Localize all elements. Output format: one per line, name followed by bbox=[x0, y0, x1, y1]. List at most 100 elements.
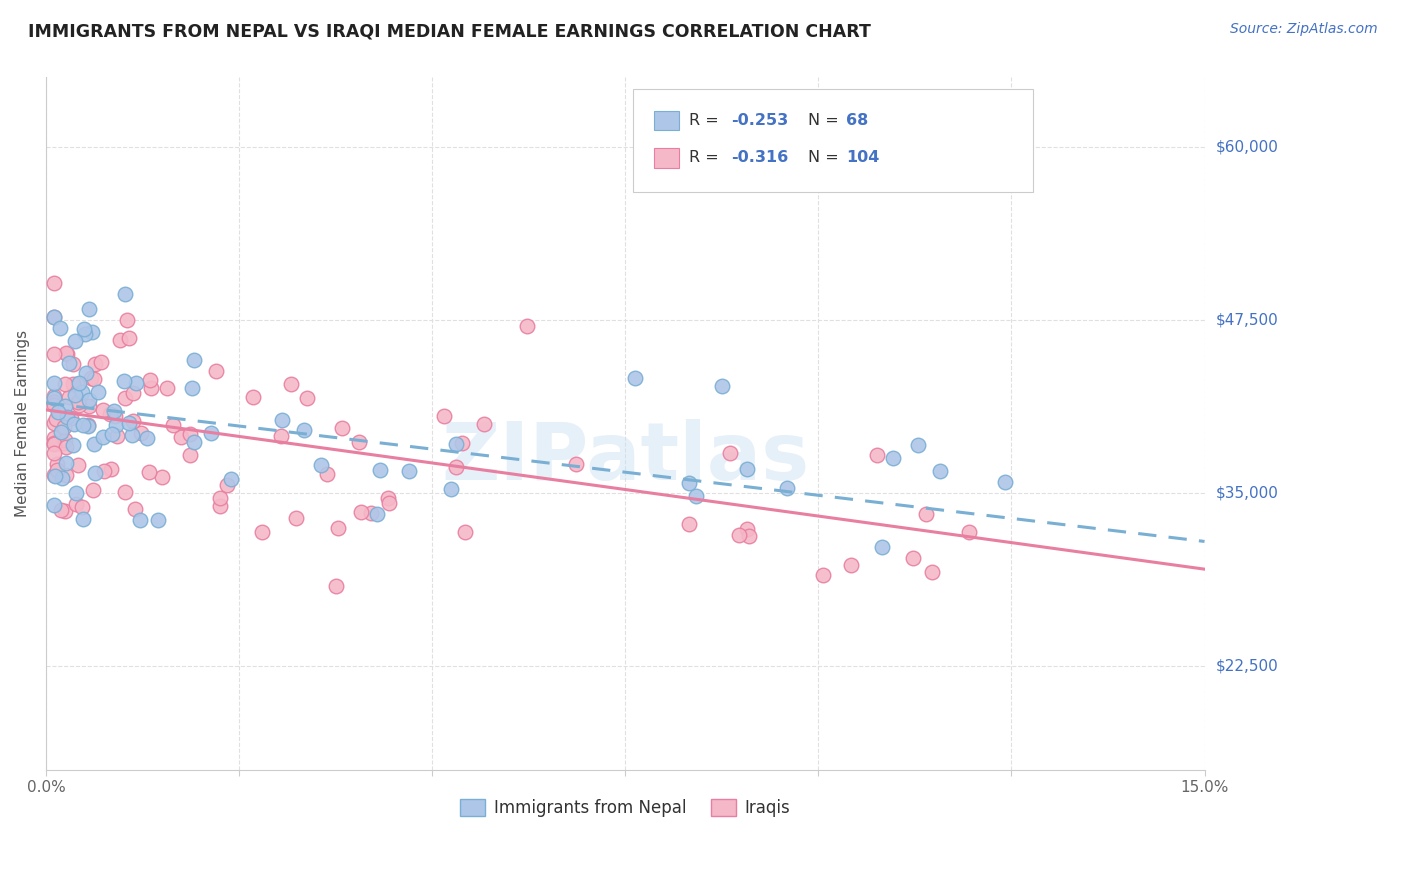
Point bbox=[242, 390, 264, 404]
Point bbox=[80, 325, 103, 339]
Text: Source: ZipAtlas.com: Source: ZipAtlas.com bbox=[1230, 22, 1378, 37]
Point bbox=[360, 506, 382, 520]
Point bbox=[285, 510, 308, 524]
Point bbox=[114, 374, 136, 388]
Point bbox=[139, 373, 162, 387]
Point bbox=[624, 371, 647, 385]
Point bbox=[368, 462, 391, 476]
Text: $22,500: $22,500 bbox=[1216, 658, 1278, 673]
Point bbox=[326, 521, 349, 535]
Point bbox=[53, 504, 76, 518]
Point bbox=[58, 390, 80, 404]
Text: 68: 68 bbox=[846, 113, 869, 128]
Point bbox=[433, 409, 456, 424]
Point bbox=[685, 489, 707, 503]
Point bbox=[678, 476, 700, 491]
Point bbox=[42, 446, 65, 460]
Point bbox=[67, 376, 90, 390]
Point bbox=[42, 398, 65, 412]
Point bbox=[76, 419, 98, 434]
Text: 104: 104 bbox=[846, 151, 880, 165]
Point bbox=[42, 276, 65, 290]
Text: R =: R = bbox=[689, 151, 724, 165]
Point bbox=[118, 416, 141, 430]
Point bbox=[42, 310, 65, 324]
Point bbox=[252, 524, 274, 539]
Point bbox=[309, 458, 332, 472]
Point bbox=[914, 507, 936, 521]
Point bbox=[295, 392, 318, 406]
Point bbox=[350, 505, 373, 519]
Point bbox=[710, 378, 733, 392]
Point bbox=[42, 347, 65, 361]
Point bbox=[270, 429, 292, 443]
Point bbox=[215, 478, 238, 492]
Point bbox=[398, 463, 420, 477]
Point bbox=[46, 457, 69, 471]
Point bbox=[59, 411, 82, 425]
Point bbox=[377, 491, 399, 505]
Point bbox=[70, 385, 93, 400]
Text: IMMIGRANTS FROM NEPAL VS IRAQI MEDIAN FEMALE EARNINGS CORRELATION CHART: IMMIGRANTS FROM NEPAL VS IRAQI MEDIAN FE… bbox=[28, 22, 870, 40]
Point bbox=[67, 398, 90, 412]
Point bbox=[52, 436, 75, 450]
Point bbox=[928, 464, 950, 478]
Point bbox=[208, 499, 231, 513]
Point bbox=[678, 516, 700, 531]
Point bbox=[80, 371, 103, 385]
Point bbox=[49, 321, 72, 335]
Point bbox=[366, 507, 388, 521]
Point bbox=[131, 425, 153, 440]
Point bbox=[101, 426, 124, 441]
Point bbox=[58, 356, 80, 370]
Point bbox=[70, 500, 93, 515]
Point bbox=[42, 391, 65, 405]
Point bbox=[53, 376, 76, 391]
Point bbox=[125, 376, 148, 391]
Point bbox=[46, 405, 69, 419]
Point bbox=[170, 430, 193, 444]
Point bbox=[42, 467, 65, 482]
Point bbox=[49, 502, 72, 516]
Point bbox=[53, 400, 76, 414]
Point bbox=[91, 430, 114, 444]
Point bbox=[183, 435, 205, 450]
Point bbox=[84, 467, 107, 481]
Point bbox=[67, 458, 90, 472]
Point bbox=[839, 558, 862, 573]
Point bbox=[735, 461, 758, 475]
Point bbox=[114, 392, 136, 406]
Point bbox=[55, 433, 77, 447]
Point bbox=[451, 436, 474, 450]
Point bbox=[105, 429, 128, 443]
Point bbox=[138, 465, 160, 479]
Point bbox=[444, 437, 467, 451]
Point bbox=[65, 485, 87, 500]
Point bbox=[270, 413, 292, 427]
Point bbox=[325, 579, 347, 593]
Point bbox=[100, 462, 122, 476]
Point bbox=[472, 417, 495, 432]
Point bbox=[205, 364, 228, 378]
Point bbox=[42, 376, 65, 390]
Point bbox=[91, 402, 114, 417]
Point bbox=[121, 414, 143, 428]
Point bbox=[55, 347, 77, 361]
Point bbox=[347, 435, 370, 450]
Point bbox=[737, 529, 759, 543]
Point bbox=[728, 528, 751, 542]
Point bbox=[42, 499, 65, 513]
Point bbox=[994, 475, 1017, 489]
Point bbox=[42, 435, 65, 450]
Y-axis label: Median Female Earnings: Median Female Earnings bbox=[15, 330, 30, 517]
Point bbox=[378, 496, 401, 510]
Point bbox=[219, 472, 242, 486]
Text: R =: R = bbox=[689, 113, 724, 128]
Point bbox=[63, 334, 86, 348]
Text: $35,000: $35,000 bbox=[1216, 485, 1278, 500]
Point bbox=[737, 522, 759, 536]
Point bbox=[776, 481, 799, 495]
Point bbox=[55, 441, 77, 455]
Text: N =: N = bbox=[808, 113, 845, 128]
Point bbox=[62, 438, 84, 452]
